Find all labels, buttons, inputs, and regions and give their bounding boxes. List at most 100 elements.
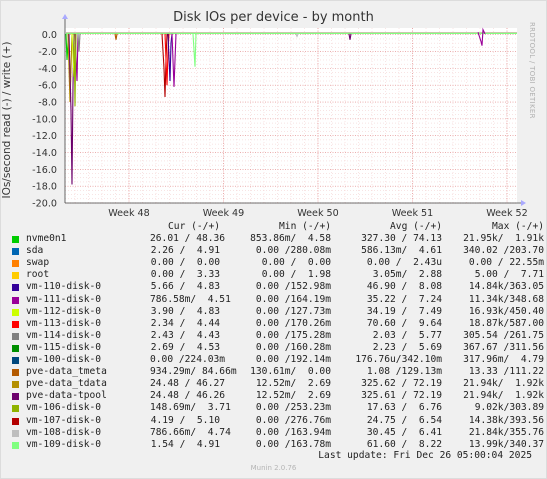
series-line bbox=[192, 33, 197, 67]
legend-swatch bbox=[12, 308, 19, 316]
legend-min: 0.00 /192.14m bbox=[255, 354, 331, 366]
legend-max: 18.87k/587.00 bbox=[468, 317, 544, 329]
rrdtool-credit-wrap: RRDTOOL / TOBI OETIKER bbox=[528, 22, 542, 202]
x-tick-label: Week 49 bbox=[203, 208, 245, 219]
legend-header-min: Min (-/+) bbox=[279, 221, 331, 232]
legend-row: nvme0n1 26.01 / 48.36 853.86m/ 4.58 327.30 … bbox=[12, 233, 544, 245]
legend-series-name: vm-111-disk-0 bbox=[26, 293, 102, 305]
legend-swatch bbox=[12, 332, 19, 340]
y-tick-label: -6.0 bbox=[38, 81, 57, 92]
legend-max: 21.95k/ 1.91k bbox=[463, 233, 544, 245]
series-line bbox=[114, 33, 118, 40]
legend-header-avg: Avg (-/+) bbox=[390, 221, 442, 232]
legend-series-name: vm-114-disk-0 bbox=[26, 329, 102, 341]
legend-cur: 4.19 / 5.10 bbox=[150, 414, 220, 426]
legend-series-name: vm-113-disk-0 bbox=[26, 317, 102, 329]
legend-cur: 24.48 / 46.27 bbox=[150, 378, 226, 390]
legend-max: 21.94k/ 1.92k bbox=[463, 390, 544, 402]
legend-series-name: vm-100-disk-0 bbox=[26, 354, 102, 366]
legend-avg: 325.62 / 72.19 bbox=[361, 378, 442, 390]
legend-series-name: vm-107-disk-0 bbox=[26, 414, 102, 426]
legend-cur: 786.58m/ 4.51 bbox=[150, 293, 231, 305]
legend-avg: 34.19 / 7.49 bbox=[366, 305, 442, 317]
legend-min: 0.00 /164.19m bbox=[255, 293, 331, 305]
legend-row: vm-111-disk-0 786.58m/ 4.51 0.00 /164.19m 3… bbox=[12, 293, 544, 306]
legend-cur: 24.48 / 46.26 bbox=[150, 390, 226, 402]
series-line bbox=[77, 33, 81, 52]
y-tick-label: -12.0 bbox=[32, 131, 57, 142]
series-line bbox=[171, 33, 177, 87]
legend-cur: 3.90 / 4.83 bbox=[150, 305, 220, 317]
legend-series-name: pve-data_tmeta bbox=[26, 366, 107, 378]
legend-swatch bbox=[12, 248, 19, 256]
legend-cur: 5.66 / 4.83 bbox=[150, 281, 220, 293]
x-tick-label: Week 51 bbox=[392, 208, 434, 219]
legend-avg: 327.30 / 74.13 bbox=[361, 233, 442, 245]
legend-avg: 3.05m/ 2.88 bbox=[372, 269, 442, 281]
legend-row: pve-data_tmeta 934.29m/ 84.66m 130.61m/ 0.… bbox=[12, 366, 544, 378]
legend-swatch bbox=[12, 405, 19, 413]
x-tick-label: Week 52 bbox=[486, 208, 528, 219]
legend-avg: 35.22 / 7.24 bbox=[366, 293, 442, 305]
legend-cur: 0.00 / 0.00 bbox=[150, 257, 220, 269]
legend-avg: 17.63 / 6.76 bbox=[366, 402, 442, 414]
legend-row: vm-115-disk-0 2.69 / 4.53 0.00 /160.28m 2.2… bbox=[12, 341, 544, 354]
legend-avg: 586.13m/ 4.61 bbox=[361, 245, 442, 257]
chart-title: Disk IOs per device - by month bbox=[173, 10, 374, 25]
legend-avg: 1.08 /129.13m bbox=[366, 366, 442, 378]
legend-min: 0.00 /163.94m bbox=[255, 426, 331, 438]
legend-swatch bbox=[12, 272, 19, 280]
legend-header-row: Cur (-/+) Min (-/+) Avg (-/+) Max (-/+) bbox=[12, 221, 544, 233]
legend-series-name: vm-106-disk-0 bbox=[26, 402, 102, 414]
legend-swatch bbox=[12, 320, 19, 328]
legend-series-name: root bbox=[26, 269, 50, 281]
legend-min: 12.52m/ 2.69 bbox=[255, 378, 331, 390]
legend-max: 21.84k/355.76 bbox=[468, 426, 544, 438]
series-line bbox=[73, 33, 77, 107]
legend-row: vm-114-disk-0 2.43 / 4.43 0.00 /175.28m 2.0… bbox=[12, 329, 544, 342]
legend-avg: 176.76u/342.10m bbox=[355, 354, 442, 366]
legend-swatch bbox=[12, 344, 19, 352]
legend-swatch bbox=[12, 260, 19, 268]
y-tick-label: -4.0 bbox=[38, 64, 57, 75]
legend-max: 14.38k/393.56 bbox=[468, 414, 544, 426]
legend-min: 0.00 /175.28m bbox=[255, 329, 331, 341]
legend-avg: 46.90 / 8.08 bbox=[366, 281, 442, 293]
y-tick-label: -20.0 bbox=[32, 199, 57, 210]
y-tick-label: -16.0 bbox=[32, 165, 57, 176]
legend-cur: 2.26 / 4.91 bbox=[150, 245, 220, 257]
legend-swatch bbox=[12, 381, 19, 389]
legend-avg: 2.03 / 5.77 bbox=[372, 329, 442, 341]
legend-min: 0.00 /160.28m bbox=[255, 341, 331, 353]
legend-rows: nvme0n1 26.01 / 48.36 853.86m/ 4.58 327.30 … bbox=[12, 233, 544, 451]
munin-version: Munin 2.0.76 bbox=[250, 464, 297, 472]
legend-series-name: vm-110-disk-0 bbox=[26, 281, 102, 293]
x-tick-label: Week 50 bbox=[297, 208, 339, 219]
legend-min: 0.00 /276.76m bbox=[255, 414, 331, 426]
legend-series-name: pve-data-tpool bbox=[26, 390, 107, 402]
legend-max: 11.34k/348.68 bbox=[468, 293, 544, 305]
legend-min: 0.00 /152.98m bbox=[255, 281, 331, 293]
legend-cur: 2.34 / 4.44 bbox=[150, 317, 220, 329]
legend-max: 13.99k/340.37 bbox=[468, 438, 544, 450]
y-tick-label: -8.0 bbox=[38, 98, 57, 109]
legend-series-name: vm-112-disk-0 bbox=[26, 305, 102, 317]
legend-cur: 786.66m/ 4.74 bbox=[150, 426, 231, 438]
y-tick-label: -2.0 bbox=[38, 47, 57, 58]
legend-max: 340.02 /203.70 bbox=[463, 245, 544, 257]
series-line bbox=[295, 33, 299, 38]
legend-series-name: swap bbox=[26, 257, 50, 269]
legend-cur: 1.54 / 4.91 bbox=[150, 438, 220, 450]
legend-cur: 2.43 / 4.43 bbox=[150, 329, 220, 341]
y-tick-label: 0.0 bbox=[42, 30, 57, 41]
legend-avg: 2.23 / 5.69 bbox=[372, 341, 442, 353]
legend-cur: 934.29m/ 84.66m bbox=[150, 366, 237, 378]
legend-avg: 0.00 / 2.43u bbox=[366, 257, 442, 269]
legend-min: 0.00 / 1.98 bbox=[261, 269, 331, 281]
y-tick-label: -18.0 bbox=[32, 182, 57, 193]
legend-avg: 70.60 / 9.64 bbox=[366, 317, 442, 329]
legend-swatch bbox=[12, 429, 19, 437]
legend-cur: 0.00 / 3.33 bbox=[150, 269, 220, 281]
last-update: Last update: Fri Dec 26 05:00:04 2025 bbox=[318, 450, 532, 461]
y-axis-arrow bbox=[62, 14, 68, 19]
